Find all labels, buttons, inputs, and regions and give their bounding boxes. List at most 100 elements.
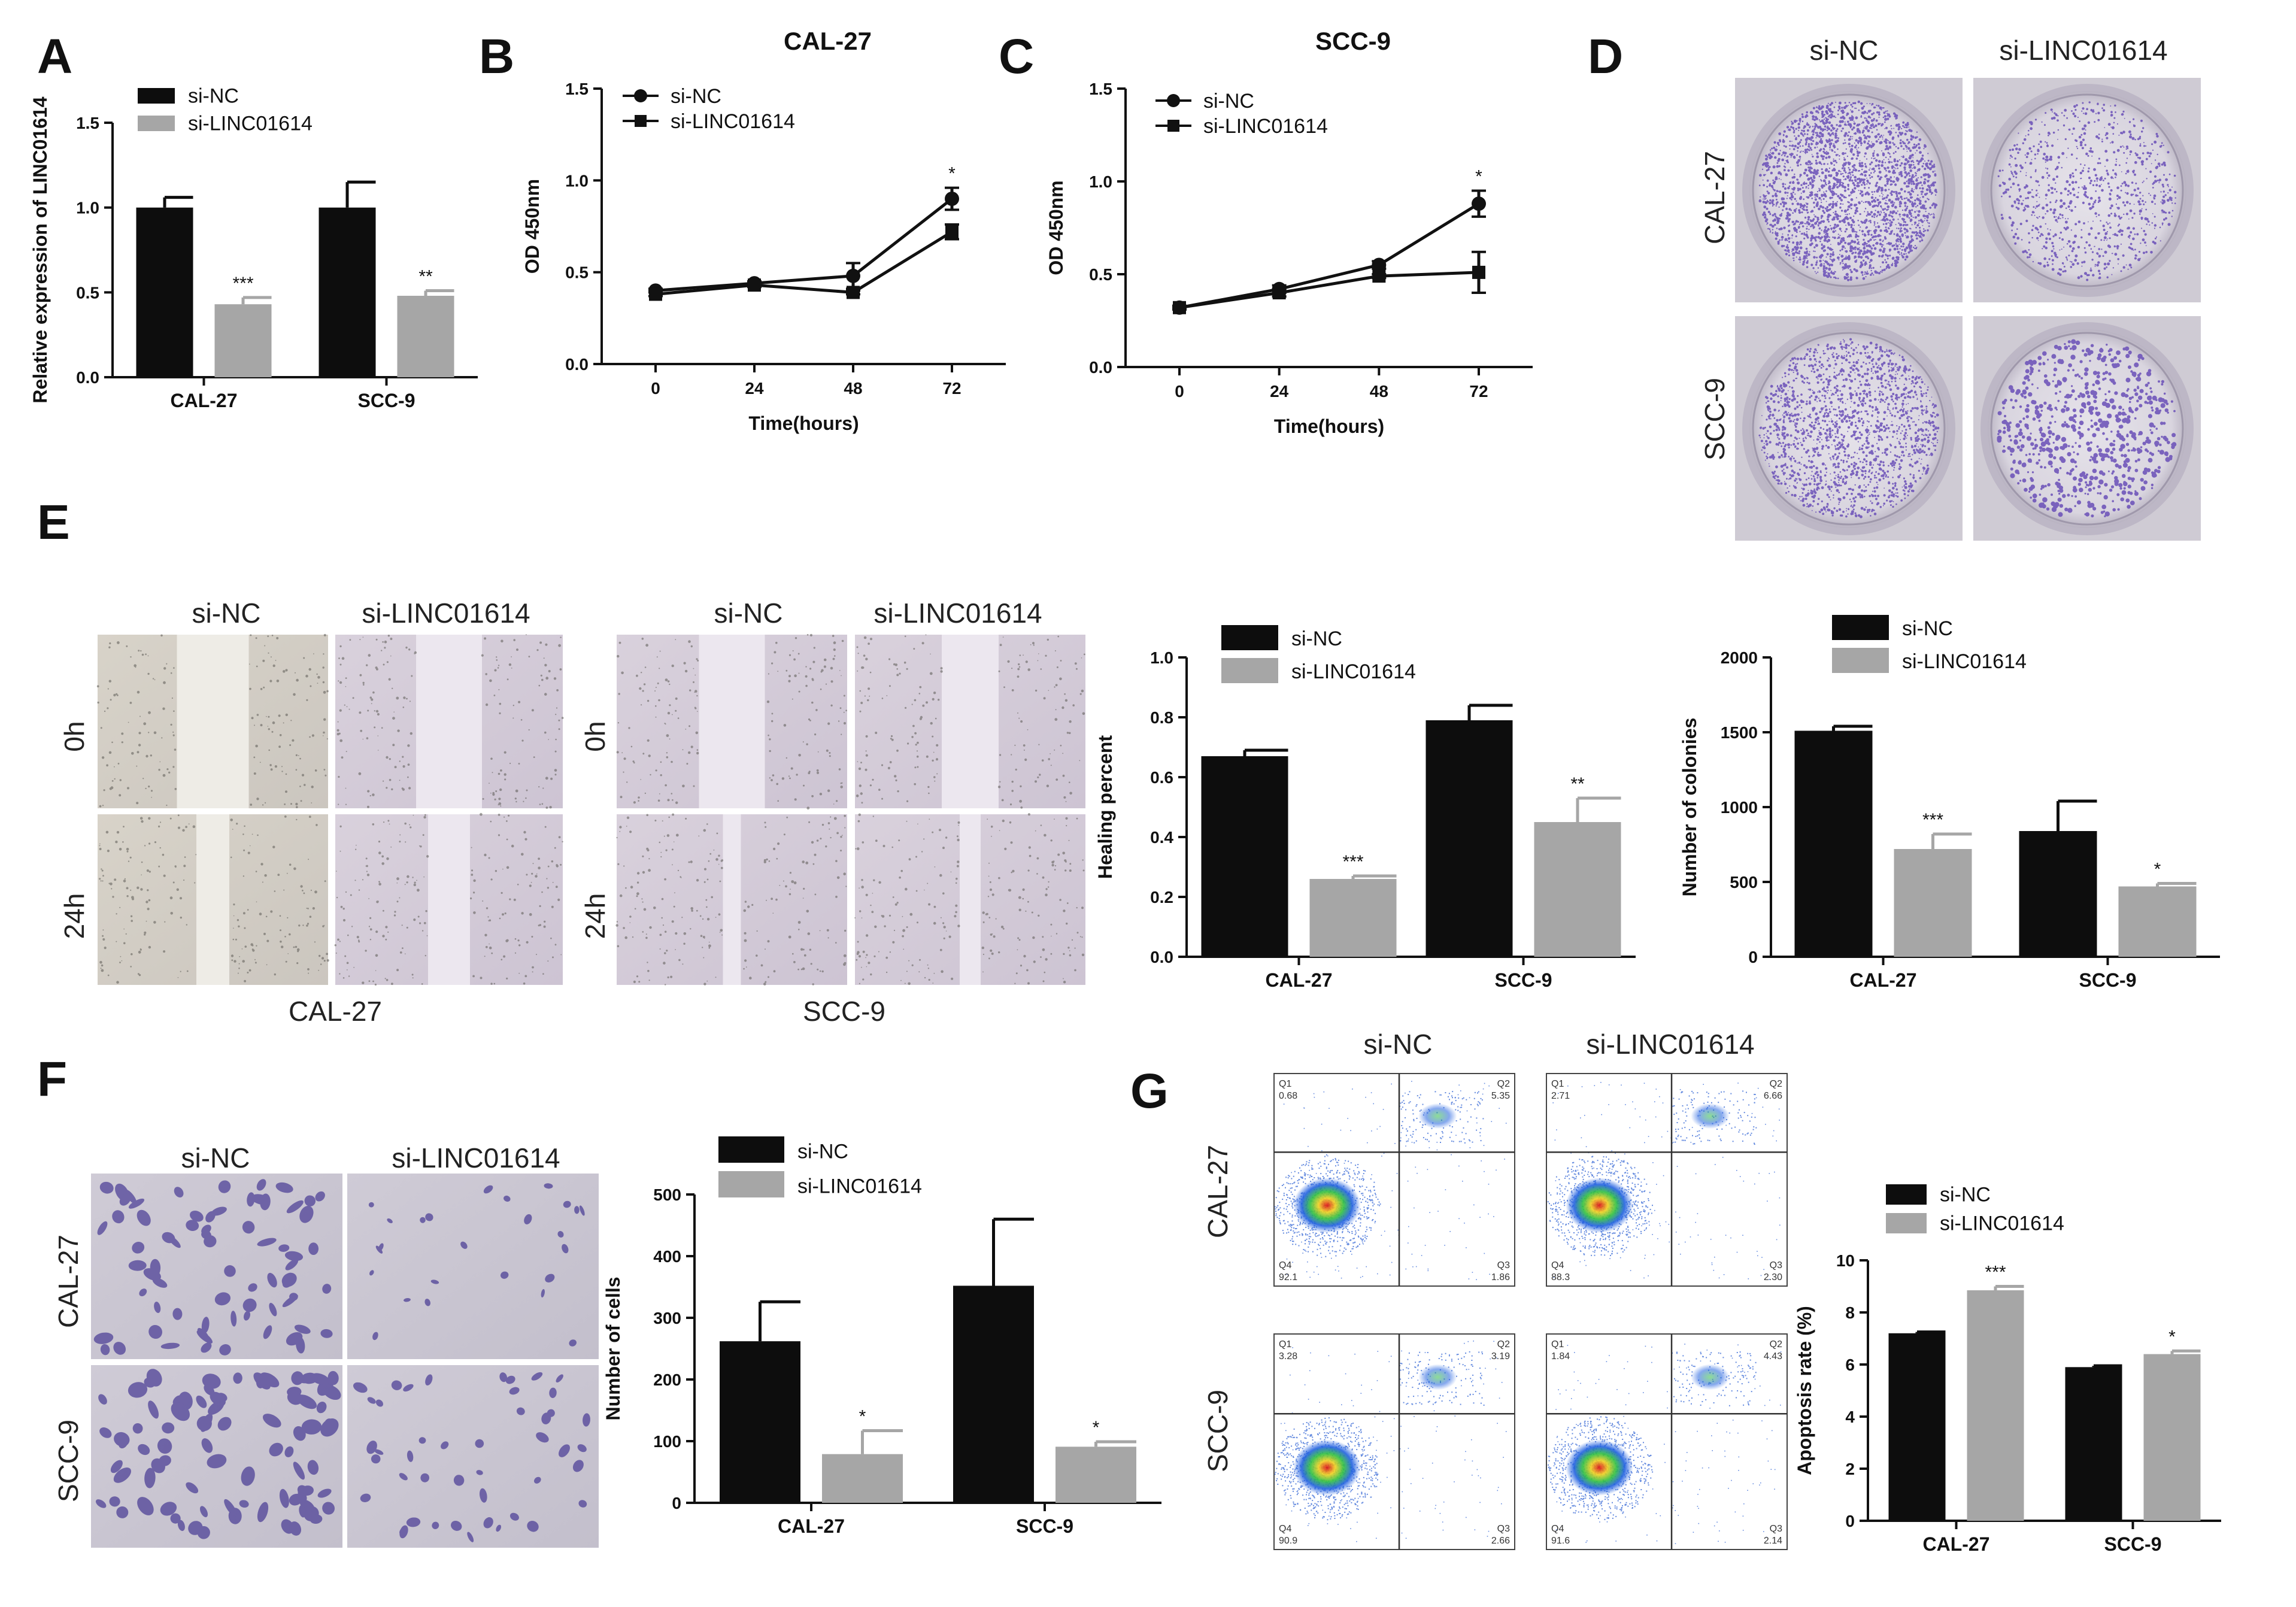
colony-dot — [1909, 175, 1911, 177]
colony-dot — [2119, 217, 2122, 220]
colony-dot — [1767, 192, 1770, 195]
colony-dot — [1776, 217, 1779, 220]
colony-dot — [1864, 193, 1867, 196]
colony-dot — [1827, 155, 1831, 159]
colony-dot — [1857, 235, 1860, 238]
colony-dot — [1855, 425, 1857, 427]
colony-dot — [2116, 198, 2119, 200]
colony-dot — [1896, 430, 1898, 432]
colony-dot — [1858, 123, 1861, 126]
colony-dot — [1901, 249, 1903, 251]
colony-dot — [1901, 253, 1903, 255]
colony-dot — [1930, 214, 1931, 216]
colony-dot — [2038, 143, 2040, 145]
colony-dot — [1818, 222, 1821, 225]
y-tick-label: 0.5 — [76, 283, 99, 302]
colony-dot — [2161, 212, 2163, 214]
colony-dot — [1893, 233, 1895, 235]
colony-dot — [1815, 427, 1816, 429]
colony-dot — [2111, 253, 2113, 254]
colony-dot — [1806, 148, 1809, 151]
colony-dot — [1855, 181, 1857, 182]
colony-dot — [1849, 276, 1852, 279]
colony-dot — [2018, 188, 2021, 191]
colony-dot — [1925, 408, 1927, 410]
colony-dot — [1895, 363, 1897, 366]
colony-dot — [2077, 276, 2080, 280]
colony-dot — [1900, 245, 1903, 248]
colony-dot — [2073, 105, 2076, 108]
colony-dot — [1850, 191, 1854, 194]
colony-dot — [1831, 139, 1833, 141]
colony-dot — [2092, 203, 2095, 205]
colony-dot — [1910, 138, 1913, 141]
colony-dot — [1909, 166, 1911, 168]
colony-dot — [1882, 469, 1885, 472]
colony-dot — [1922, 214, 1926, 217]
colony-dot — [1931, 165, 1933, 167]
colony-dot — [1791, 237, 1793, 239]
colony-dot — [1891, 421, 1892, 422]
colony-dot — [1858, 252, 1861, 255]
colony-dot — [1916, 210, 1918, 212]
colony-dot — [1850, 207, 1852, 210]
colony-dot — [1895, 393, 1898, 397]
colony-dot — [1859, 192, 1862, 195]
colony-dot — [1827, 128, 1830, 130]
colony-dot — [1806, 231, 1808, 233]
colony-dot — [1803, 237, 1806, 239]
colony-dot — [1891, 398, 1893, 401]
colony-dot — [1826, 151, 1828, 153]
colony-dot — [1894, 407, 1898, 410]
colony-dot — [2152, 213, 2154, 214]
colony-dot — [2127, 228, 2128, 230]
colony-dot — [1855, 207, 1858, 210]
colony-dot — [2001, 169, 2004, 171]
colony-dot — [1904, 432, 1907, 435]
colony-dot — [1787, 192, 1789, 194]
colony-dot — [1810, 242, 1813, 245]
colony-dot — [2118, 134, 2120, 136]
colony-dot — [2114, 213, 2116, 214]
colony-dot — [1878, 167, 1881, 170]
colony-dot — [1759, 174, 1762, 177]
colony-dot — [1806, 226, 1808, 228]
colony-dot — [1881, 192, 1883, 194]
colony-dot — [1846, 236, 1849, 238]
colony-dot — [1862, 345, 1866, 348]
colony-dot — [2104, 150, 2108, 153]
colony-dot — [1808, 455, 1810, 457]
colony-dot — [1901, 256, 1904, 259]
colony-dot — [2089, 182, 2092, 184]
colony-dot — [1822, 414, 1826, 418]
bar-si-linc — [1894, 849, 1972, 957]
x-tick-label: 72 — [1469, 382, 1488, 401]
colony-dot — [1878, 387, 1880, 389]
colony-dot — [2146, 223, 2148, 225]
colony-dot — [1864, 187, 1866, 189]
colony-dot — [1792, 393, 1794, 395]
colony-dot — [1873, 487, 1876, 489]
colony-dot — [2036, 205, 2039, 208]
colony-dot — [1868, 390, 1872, 394]
colony-dot — [1889, 225, 1891, 227]
colony-dot — [1860, 220, 1863, 223]
colony-dot — [1852, 181, 1855, 185]
legend-label: si-NC — [671, 85, 721, 108]
colony-dot — [2074, 223, 2077, 226]
x-tick-label: SCC-9 — [2104, 1533, 2161, 1555]
colony-dot — [1913, 189, 1915, 190]
colony-dot — [2142, 199, 2144, 202]
colony-dot — [1781, 390, 1784, 393]
colony-dot — [1932, 429, 1935, 432]
colony-dot — [1851, 179, 1854, 182]
colony-dot — [1855, 157, 1858, 160]
colony-dot — [1836, 201, 1838, 203]
colony-dot — [1846, 414, 1849, 416]
colony-dot — [1898, 228, 1900, 229]
colony-dot — [2045, 159, 2047, 161]
colony-dot — [1857, 140, 1860, 142]
colony-dot — [2095, 190, 2097, 192]
colony-dot — [1834, 446, 1836, 448]
colony-dot — [2097, 103, 2099, 105]
